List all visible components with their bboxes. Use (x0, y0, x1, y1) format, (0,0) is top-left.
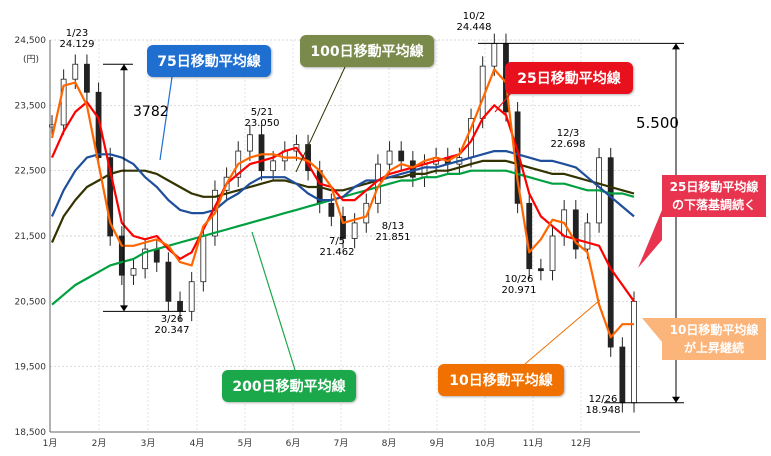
x-tick-label: 3月 (141, 438, 156, 449)
callout-pointers (159, 66, 662, 371)
y-tick-label: 22,500 (15, 167, 47, 177)
annotation-value: 22.698 (551, 139, 586, 150)
y-tick-label: 23,500 (15, 101, 47, 111)
arrow-head (120, 305, 128, 312)
annotation-value: 24.129 (60, 39, 95, 50)
x-tick-label: 4月 (190, 438, 205, 449)
x-tick-label: 12月 (571, 438, 591, 449)
price-candle (363, 202, 370, 224)
callout-ma25: 25日移動平均線 (505, 62, 633, 94)
x-tick-label: 7月 (334, 438, 349, 449)
annotation-date: 12/3 (557, 128, 579, 139)
pointer-note-orange (642, 318, 662, 342)
price-candle (572, 209, 579, 250)
price-candle (200, 235, 207, 283)
price-candle (142, 248, 149, 270)
price-candle (398, 150, 405, 162)
price-candle (584, 222, 591, 250)
annotation-date: 3/26 (161, 314, 183, 325)
pointer-ma200 (251, 231, 296, 371)
pointer-note-red (638, 210, 662, 268)
y-tick-label: 21,500 (15, 232, 47, 242)
callout-ma75: 75日移動平均線 (147, 45, 271, 77)
note-ma10-uptrend: 10日移動平均線が上昇継続 (662, 318, 766, 360)
annotation-date: 12/26 (589, 394, 618, 405)
price-candle (549, 235, 556, 271)
note-ma25-downtrend: 25日移動平均線の下落基調続く (662, 175, 766, 217)
price-candle (537, 268, 544, 272)
annotation-value: 20.971 (502, 285, 537, 296)
annotation-date: 10/2 (463, 11, 485, 22)
price-candle (130, 268, 137, 276)
ma-line-75日移動平均線 (50, 150, 635, 218)
range-guides (103, 42, 684, 404)
price-candle (188, 281, 195, 312)
annotation-value: 24.448 (457, 22, 492, 33)
x-axis: 1月 2月 3月 4月 5月 6月 7月 8月 9月 10月 11月 12月 (43, 438, 592, 449)
price-candle (491, 42, 498, 67)
price-candle (270, 160, 277, 172)
pointer-ma75 (159, 76, 173, 161)
y-axis: 24,500 23,500 22,500 21,500 20,500 19,500 18,5… (15, 36, 640, 438)
arrow-head (120, 64, 128, 71)
callout-ma100: 100日移動平均線 (300, 35, 434, 67)
price-candle (340, 215, 346, 239)
callout-ma10: 10日移動平均線 (438, 364, 564, 396)
x-tick-label: 5月 (238, 438, 253, 449)
price-candle (421, 163, 428, 178)
annotation-value: 21.462 (320, 247, 355, 258)
x-tick-label: 6月 (286, 438, 301, 449)
y-tick-label: 24,500 (15, 36, 47, 46)
price-candle (305, 144, 311, 172)
range-label-5500: 5.500 (636, 114, 679, 132)
x-tick-label: 2月 (92, 438, 107, 449)
price-candle (60, 78, 67, 126)
price-candle (84, 63, 90, 93)
pointer-ma10 (524, 299, 601, 365)
price-candle (177, 300, 183, 312)
ma-line-10日移動平均線 (50, 68, 634, 339)
price-candle (328, 202, 335, 217)
annotation-date: 5/21 (251, 107, 273, 118)
price-candle (607, 157, 614, 348)
annotation-value: 18.948 (586, 405, 621, 416)
annotation-date: 8/13 (382, 221, 404, 232)
price-candle (72, 63, 79, 80)
x-tick-label: 10月 (475, 438, 495, 449)
price-candle (351, 222, 358, 239)
x-tick-label: 11月 (523, 438, 543, 449)
ma-line-25日移動平均線 (50, 100, 635, 302)
y-tick-label: 20,500 (15, 297, 47, 307)
x-tick-label: 8月 (382, 438, 397, 449)
y-tick-label: 18,500 (15, 428, 47, 438)
y-unit-label: (円) (23, 54, 39, 65)
y-tick-label: 19,500 (15, 363, 47, 373)
range-label-3782: 3782 (133, 104, 169, 120)
price-candle (246, 134, 253, 152)
x-tick-label: 1月 (43, 438, 58, 449)
price-candle (619, 346, 626, 404)
callout-ma200: 200日移動平均線 (222, 370, 356, 402)
annotation-value: 20.347 (155, 325, 190, 336)
pointer-ma100 (295, 66, 346, 173)
price-candle (153, 248, 160, 263)
price-candle (107, 157, 114, 237)
annotation-date: 7/5 (329, 236, 345, 247)
ma-line-100日移動平均線 (50, 159, 635, 243)
annotation-value: 21.851 (376, 232, 411, 243)
moving-average-lines (50, 68, 635, 339)
annotation-date: 10/26 (505, 274, 534, 285)
annotation-value: 23.050 (245, 118, 280, 129)
x-tick-label: 9月 (430, 438, 445, 449)
price-candle (165, 261, 172, 302)
annotation-date: 1/23 (66, 28, 88, 39)
price-candle (386, 150, 393, 165)
arrow-head (672, 43, 680, 50)
price-candle (258, 134, 265, 172)
arrow-head (672, 396, 680, 403)
price-candle (631, 300, 637, 404)
